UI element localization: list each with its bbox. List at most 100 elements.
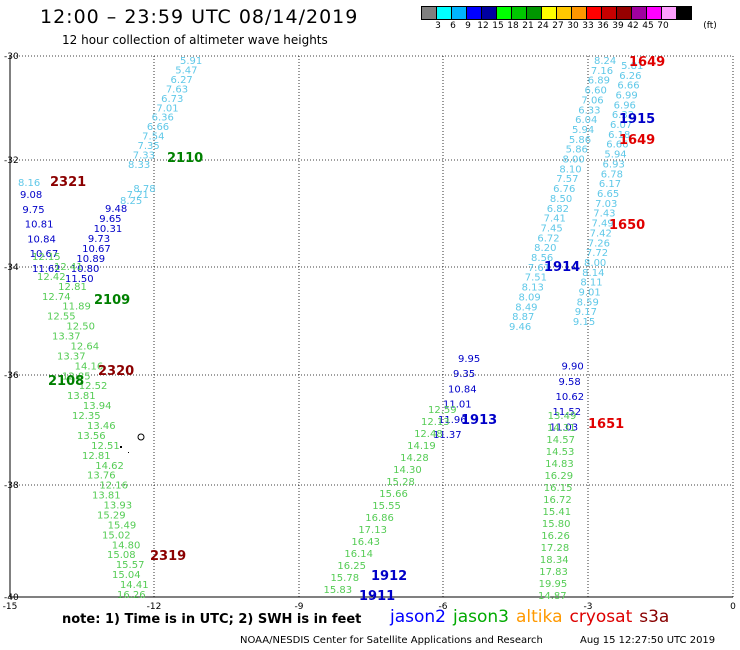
pass-time-label: 1913	[461, 413, 497, 428]
wave-height-value: 7.42	[590, 228, 612, 239]
wave-height-value: 8.24	[594, 56, 616, 67]
lat-label: -32	[4, 156, 19, 166]
wave-height-value: 6.32	[612, 110, 634, 121]
wave-height-value: 12.81	[82, 451, 111, 462]
wave-height-value: 19.95	[539, 579, 568, 590]
wave-height-value: 15.29	[97, 510, 126, 521]
wave-height-value: 13.76	[87, 471, 116, 482]
wave-height-value: 6.72	[537, 233, 559, 244]
wave-height-value: 13.81	[67, 391, 96, 402]
legend-tick: 12	[477, 21, 489, 31]
wave-height-value: 16.15	[544, 483, 573, 494]
wave-height-value: 11.03	[550, 422, 579, 433]
legend-swatches	[421, 6, 740, 20]
wave-height-value: 8.50	[550, 194, 572, 205]
wave-height-value: 12.35	[72, 411, 101, 422]
legend-tick: 70	[657, 21, 669, 31]
legend-ticks: 3 6 9 12 15 18 21 24 27 30 33 36 39 42 45 70 (ft)	[422, 20, 740, 32]
wave-height-value: 7.26	[588, 238, 610, 249]
wave-height-value: 8.25	[120, 196, 142, 207]
wave-height-value: 8.49	[515, 302, 537, 313]
wave-height-value: 14.19	[407, 441, 436, 452]
wave-height-value: 15.55	[372, 501, 401, 512]
wave-height-value: 15.78	[330, 573, 359, 584]
wave-height-value: 9.75	[22, 205, 44, 216]
wave-height-value: 11.96	[438, 415, 467, 426]
wave-height-value: 15.49	[108, 520, 137, 531]
wave-height-value: 12.52	[79, 381, 108, 392]
wave-height-value: 6.26	[619, 71, 641, 82]
wave-height-value: 7.01	[156, 103, 178, 114]
wave-height-value: 15.83	[323, 585, 352, 596]
wave-height-value: 13.56	[77, 431, 106, 442]
wave-height-value: 9.08	[20, 190, 42, 201]
satellite-legend: jason2 jason3 altika cryosat s3a	[390, 607, 676, 627]
wave-height-value: 7.63	[166, 84, 188, 95]
pass-time-label: 2108	[48, 374, 84, 389]
wave-height-value: 16.43	[351, 537, 380, 548]
legend-tick: 45	[642, 21, 654, 31]
pass-time-label: 1649	[629, 55, 665, 70]
wave-height-value: 15.08	[107, 550, 136, 561]
wave-height-value: 9.95	[458, 354, 480, 365]
wave-height-value: 6.66	[147, 122, 169, 133]
legend-unit: (ft)	[703, 21, 717, 31]
wave-height-value: 15.66	[379, 489, 408, 500]
lon-label: 0	[730, 602, 736, 612]
wave-height-value: 8.16	[18, 178, 40, 189]
legend-tick: 6	[450, 21, 456, 31]
wave-height-value: 16.14	[344, 549, 373, 560]
legend-swatch	[451, 6, 467, 20]
wave-height-value: 15.04	[112, 570, 141, 581]
wave-height-value: 6.66	[617, 81, 639, 92]
legend-swatch	[436, 6, 452, 20]
wave-height-value: 14.30	[393, 465, 422, 476]
wave-height-labels: 5.915.476.277.636.737.016.366.667.547.35…	[18, 56, 643, 602]
pass-time-label: 2319	[150, 549, 186, 564]
wave-height-value: 15.28	[386, 477, 415, 488]
wave-height-value: 8.20	[534, 243, 556, 254]
lat-label: -36	[4, 371, 19, 381]
wave-height-value: 8.56	[531, 253, 553, 264]
wave-height-value: 15.57	[116, 560, 145, 571]
wave-height-value: 9.17	[575, 307, 597, 318]
wave-height-value: 6.60	[585, 86, 607, 97]
wave-height-value: 7.72	[586, 248, 608, 259]
wave-height-value: 7.43	[593, 209, 615, 220]
wave-height-value: 10.80	[71, 264, 100, 275]
legend-swatch	[511, 6, 527, 20]
wave-height-value: 9.01	[578, 288, 600, 299]
wave-height-value: 6.04	[575, 115, 597, 126]
wave-height-value: 10.67	[30, 249, 59, 260]
wave-height-value: 12.85	[62, 371, 91, 382]
wave-height-value: 10.67	[82, 244, 111, 255]
wave-height-value: 8.13	[522, 283, 544, 294]
pass-time-label: 2320	[98, 364, 134, 379]
axis-labels: -30-32-34-36-38-40-15 -12 -9 -6 -3 0	[3, 52, 736, 612]
pass-time-label: 1911	[359, 589, 395, 604]
wave-height-value: 8.10	[559, 164, 581, 175]
wave-height-value: 14.53	[546, 447, 575, 458]
legend-tick: 24	[537, 21, 549, 31]
pass-time-label: 1649	[619, 133, 655, 148]
wave-height-value: 10.31	[94, 224, 123, 235]
wave-height-value: 12.48	[414, 429, 443, 440]
wave-height-value: 16.29	[544, 471, 573, 482]
pass-time-label: 1650	[609, 218, 645, 233]
wave-height-value: 15.41	[543, 507, 572, 518]
wave-height-value: 12.64	[71, 341, 100, 352]
legend-swatch	[571, 6, 587, 20]
legend-tick: 15	[492, 21, 504, 31]
pass-time-label: 1915	[619, 112, 655, 127]
wave-height-value: 6.36	[152, 113, 174, 124]
color-legend: 3 6 9 12 15 18 21 24 27 30 33 36 39 42 45 70 (ft)	[421, 6, 740, 32]
generated-timestamp: Aug 15 12:27:50 UTC 2019	[580, 635, 716, 646]
wave-height-value: 9.90	[562, 362, 584, 373]
wave-height-value: 13.81	[92, 491, 121, 502]
legend-swatch	[676, 6, 692, 20]
wave-height-value: 6.99	[616, 90, 638, 101]
wave-height-value: 6.76	[553, 184, 575, 195]
wave-height-value: 6.82	[547, 204, 569, 215]
wave-height-value: 10.81	[25, 220, 54, 231]
wave-height-value: 14.62	[95, 461, 124, 472]
